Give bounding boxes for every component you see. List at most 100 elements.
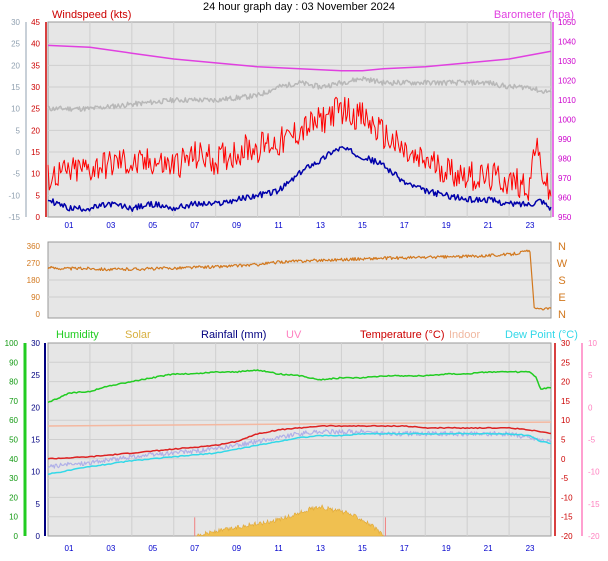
hour-tick-label: 09 [232, 544, 241, 553]
hour-tick-label: 15 [358, 221, 367, 230]
humidity-tick-label: 40 [9, 455, 18, 464]
uv-tick-label: 0 [588, 403, 593, 412]
wind-panel-hour-labels: 01 03 05 07 09 11 13 15 17 19 21 23 [65, 221, 536, 230]
windspeed-tick-label: 25 [31, 105, 40, 114]
hour-tick-label: 13 [316, 221, 325, 230]
windspeed-tick-label: 5 [36, 191, 41, 200]
windspeed-tick-label: 45 [31, 18, 40, 27]
direction-panel-grid [48, 262, 551, 298]
outer-tick-label: 30 [11, 18, 20, 27]
uv-tick-label: 5 [588, 371, 593, 380]
windspeed-tick-label: 40 [31, 40, 40, 49]
outer-tick-label: 0 [16, 148, 21, 157]
legend-item: UV [286, 329, 302, 341]
legend-item: Rainfall (mm) [201, 329, 266, 341]
lavender-series-line [47, 428, 552, 469]
humidity-tick-label: 50 [9, 436, 18, 445]
windspeed-tick-label: 15 [31, 148, 40, 157]
hour-tick-label: 23 [526, 544, 535, 553]
outer-tick-label: -15 [8, 213, 20, 222]
temperature-tick-label: 15 [561, 397, 570, 406]
hour-tick-label: 21 [484, 221, 493, 230]
hour-tick-label: 11 [274, 544, 283, 553]
compass-tick-label: W [557, 258, 568, 270]
legend-item: Dew Point (°C) [505, 329, 578, 341]
temperature-series-line [47, 424, 552, 460]
legend-item: Indoor [449, 329, 481, 341]
humidity-tick-label: 70 [9, 397, 18, 406]
hour-tick-label: 19 [442, 544, 451, 553]
barometer-tick-label: 1030 [558, 57, 576, 66]
outer-tick-label: -10 [8, 191, 20, 200]
hour-tick-label: 07 [190, 221, 199, 230]
windspeed-label: Windspeed (kts) [52, 9, 131, 21]
temperature-tick-label: 0 [561, 455, 566, 464]
hour-tick-label: 23 [526, 221, 535, 230]
temperature-tick-label: -20 [561, 532, 573, 541]
rainfall-tick-label: 25 [31, 371, 40, 380]
hour-tick-label: 03 [106, 221, 115, 230]
windspeed-series-line [47, 146, 552, 212]
rainfall-tick-label: 15 [31, 436, 40, 445]
humidity-tick-label: 30 [9, 474, 18, 483]
direction-tick-label: 270 [27, 259, 41, 268]
outer-tick-label: -5 [13, 170, 21, 179]
temperature-tick-label: 5 [561, 436, 566, 445]
hour-tick-label: 17 [400, 544, 409, 553]
indoor-series-line [47, 421, 552, 427]
solar-area [194, 504, 384, 537]
hour-tick-label: 09 [232, 221, 241, 230]
dew-point-series-line [47, 432, 552, 476]
direction-tick-label: 360 [27, 242, 41, 251]
hour-tick-label: 01 [65, 544, 74, 553]
rainfall-tick-label: 5 [36, 500, 41, 509]
hour-tick-label: 07 [190, 544, 199, 553]
barometer-tick-label: 1000 [558, 116, 576, 125]
temperature-tick-label: 10 [561, 416, 570, 425]
hour-tick-label: 15 [358, 544, 367, 553]
outer-tick-label: 15 [11, 83, 20, 92]
humidity-panel-axes: 0102030405060708090100051015202530-20-15… [5, 339, 600, 541]
hour-tick-label: 13 [316, 544, 325, 553]
compass-tick-label: N [558, 241, 566, 253]
humidity-tick-label: 60 [9, 416, 18, 425]
rainfall-tick-label: 30 [31, 339, 40, 348]
windspeed-tick-label: 30 [31, 83, 40, 92]
humidity-series-line [47, 369, 552, 403]
wind-panel-grid [48, 22, 551, 217]
barometer-tick-label: 1050 [558, 18, 576, 27]
humidity-panel-hour-labels: 01 03 05 07 09 11 13 15 17 19 21 23 [65, 544, 536, 553]
rainfall-tick-label: 20 [31, 403, 40, 412]
uv-tick-label: -10 [588, 468, 600, 477]
humidity-tick-label: 20 [9, 493, 18, 502]
direction-tick-label: 180 [27, 276, 41, 285]
gust-series-line [47, 96, 552, 201]
direction-tick-label: 0 [36, 310, 41, 319]
uv-tick-label: -5 [588, 436, 596, 445]
hour-tick-label: 19 [442, 221, 451, 230]
windspeed-tick-label: 10 [31, 170, 40, 179]
barometer-tick-label: 970 [558, 174, 572, 183]
barometer-tick-label: 980 [558, 155, 572, 164]
barometer-series-line [47, 44, 552, 72]
temperature-tick-label: 25 [561, 358, 570, 367]
gray-series-line [47, 76, 552, 112]
temperature-tick-label: 20 [561, 378, 570, 387]
wind-panel-axes: -15 -10 -5 0 5 10 15 20 25 30 0 5 10 15 20 25 30 35 40 45 95… [8, 18, 576, 222]
humidity-tick-label: 90 [9, 358, 18, 367]
hour-tick-label: 05 [148, 544, 157, 553]
direction-panel-series [47, 249, 552, 311]
legend-item: Solar [125, 329, 151, 341]
barometer-label: Barometer (hpa) [494, 9, 574, 21]
humidity-tick-label: 0 [14, 532, 19, 541]
compass-tick-label: N [558, 309, 566, 321]
hour-tick-label: 03 [106, 544, 115, 553]
humidity-tick-label: 100 [5, 339, 19, 348]
chart-title: 24 hour graph day : 03 November 2024 [203, 1, 395, 13]
barometer-tick-label: 1040 [558, 38, 576, 47]
legend-item: Temperature (°C) [360, 329, 444, 341]
humidity-panel-legend: Humidity Solar Rainfall (mm) UV Temperature … [56, 329, 578, 341]
humidity-panel-series [47, 369, 552, 537]
